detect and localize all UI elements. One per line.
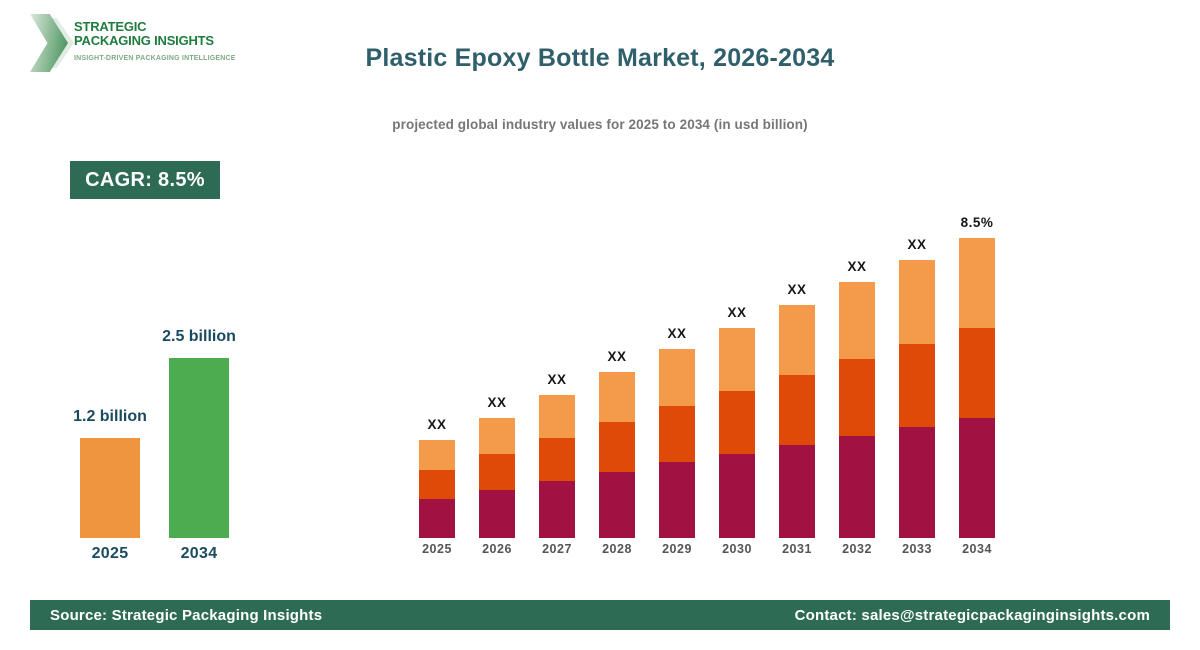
stacked-bar-chart: XX 2025 XX 2026 XX 2027 XX 2028 XX 2029 XX 2030 XX 20… [419, 196, 1019, 556]
bar-2027-segment-top [539, 395, 575, 438]
bar-value-label-2031: XX [787, 282, 807, 297]
bar-2026-segment-middle [479, 454, 515, 490]
bar-2025-segment-middle [419, 470, 455, 499]
bar-2025-segment-top [419, 440, 455, 470]
bar-2029-segment-top [659, 349, 695, 406]
bar-2034-segment-middle [959, 328, 995, 418]
mini-value-label-2025: 1.2 billion [73, 408, 147, 425]
bar-2028-segment-top [599, 372, 635, 422]
bar-value-label-2032: XX [847, 259, 867, 274]
logo-line-1: STRATEGIC [74, 19, 147, 34]
bar-2029-segment-bottom [659, 462, 695, 538]
bar-2028-segment-bottom [599, 472, 635, 538]
page-title: Plastic Epoxy Bottle Market, 2026-2034 [365, 44, 835, 72]
year-label-2026: 2026 [482, 542, 512, 556]
bar-2031-segment-middle [779, 375, 815, 445]
year-label-2029: 2029 [662, 542, 692, 556]
bar-value-label-2033: XX [907, 237, 927, 252]
bar-value-label-2026: XX [487, 395, 507, 410]
year-label-2034: 2034 [962, 542, 992, 556]
bar-2026-segment-bottom [479, 490, 515, 538]
year-label-2033: 2033 [902, 542, 932, 556]
bar-2034-segment-top [959, 238, 995, 328]
bar-value-label-2034: 8.5% [960, 215, 994, 230]
bar-2031-segment-bottom [779, 445, 815, 538]
bar-2027-segment-bottom [539, 481, 575, 538]
bar-value-label-2027: XX [547, 372, 567, 387]
bar-value-label-2029: XX [667, 326, 687, 341]
bar-2032-segment-middle [839, 359, 875, 436]
contact-text: Contact: sales@strategicpackaginginsight… [794, 606, 1150, 624]
bar-2031-segment-top [779, 305, 815, 375]
bar-2027-segment-middle [539, 438, 575, 481]
logo-tagline: INSIGHT-DRIVEN PACKAGING INTELLIGENCE [74, 55, 236, 62]
cagr-badge: CAGR: 8.5% [70, 161, 220, 199]
source-text: Source: Strategic Packaging Insights [50, 606, 323, 624]
bar-2034-segment-bottom [959, 418, 995, 538]
bar-2032-segment-bottom [839, 436, 875, 538]
mini-bar-2025 [80, 438, 140, 538]
logo-text: STRATEGIC PACKAGING INSIGHTS INSIGHT-DRI… [74, 19, 236, 63]
bar-2030-segment-middle [719, 391, 755, 454]
page-subtitle: projected global industry values for 202… [392, 117, 808, 132]
bar-2026-segment-top [479, 418, 515, 454]
bar-value-label-2028: XX [607, 349, 627, 364]
bar-2033-segment-middle [899, 344, 935, 427]
mini-year-label-2025: 2025 [91, 545, 129, 562]
comparison-bar-chart: 1.2 billion 2025 2.5 billion 2034 [73, 318, 245, 565]
year-label-2027: 2027 [542, 542, 572, 556]
bar-2029-segment-middle [659, 406, 695, 462]
mini-year-label-2034: 2034 [180, 545, 218, 562]
bar-2030-segment-bottom [719, 454, 755, 538]
year-label-2031: 2031 [782, 542, 812, 556]
logo-line-2: PACKAGING INSIGHTS [74, 33, 214, 48]
mini-bar-2034 [169, 358, 229, 538]
bar-2028-segment-middle [599, 422, 635, 472]
bar-value-label-2025: XX [427, 417, 447, 432]
year-label-2030: 2030 [722, 542, 752, 556]
bar-2025-segment-bottom [419, 499, 455, 538]
year-label-2028: 2028 [602, 542, 632, 556]
year-label-2032: 2032 [842, 542, 872, 556]
mini-value-label-2034: 2.5 billion [162, 328, 236, 345]
bar-2032-segment-top [839, 282, 875, 359]
year-label-2025: 2025 [422, 542, 452, 556]
bar-2033-segment-bottom [899, 427, 935, 538]
bar-2030-segment-top [719, 328, 755, 391]
bar-value-label-2030: XX [727, 305, 747, 320]
footer-bar: Source: Strategic Packaging Insights Con… [30, 600, 1170, 630]
logo: STRATEGIC PACKAGING INSIGHTS INSIGHT-DRI… [30, 12, 290, 76]
bar-2033-segment-top [899, 260, 935, 344]
